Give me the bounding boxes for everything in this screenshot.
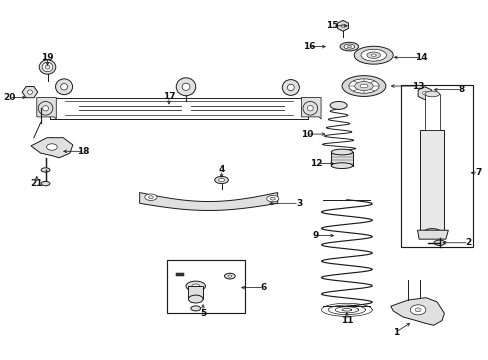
Ellipse shape (433, 240, 444, 246)
Ellipse shape (188, 295, 203, 303)
Ellipse shape (303, 102, 317, 115)
Ellipse shape (330, 163, 352, 168)
Ellipse shape (214, 176, 228, 184)
Ellipse shape (266, 195, 278, 202)
Ellipse shape (42, 62, 53, 72)
Ellipse shape (38, 102, 53, 115)
Text: 1: 1 (392, 328, 398, 337)
Text: 5: 5 (200, 309, 206, 318)
Ellipse shape (424, 91, 439, 97)
Ellipse shape (185, 281, 205, 291)
Ellipse shape (144, 194, 157, 201)
Text: 18: 18 (77, 147, 90, 156)
Polygon shape (337, 21, 348, 31)
Text: 9: 9 (311, 231, 318, 240)
Ellipse shape (46, 144, 57, 150)
Text: 20: 20 (3, 93, 16, 102)
Text: 16: 16 (302, 42, 314, 51)
Text: 21: 21 (30, 179, 43, 188)
Bar (330, 152, 352, 166)
Polygon shape (140, 193, 277, 211)
Text: 2: 2 (465, 238, 471, 247)
Polygon shape (390, 298, 444, 325)
Ellipse shape (353, 46, 392, 64)
Ellipse shape (148, 196, 153, 199)
Ellipse shape (348, 79, 378, 93)
Ellipse shape (307, 105, 313, 111)
Ellipse shape (428, 231, 435, 235)
Text: 14: 14 (414, 53, 427, 62)
Ellipse shape (61, 84, 67, 90)
Ellipse shape (190, 306, 200, 311)
Ellipse shape (287, 84, 294, 91)
Ellipse shape (27, 90, 32, 94)
Ellipse shape (366, 52, 380, 58)
Ellipse shape (409, 305, 425, 315)
Ellipse shape (41, 181, 50, 186)
Ellipse shape (360, 49, 386, 61)
Bar (167, 260, 245, 313)
Bar (176, 273, 183, 276)
Text: 17: 17 (163, 92, 175, 101)
Ellipse shape (39, 60, 56, 74)
Text: 12: 12 (310, 159, 322, 168)
Ellipse shape (359, 84, 367, 88)
Ellipse shape (346, 45, 351, 48)
Ellipse shape (343, 44, 354, 49)
Ellipse shape (182, 83, 189, 90)
Ellipse shape (191, 284, 199, 288)
Polygon shape (37, 98, 56, 119)
Ellipse shape (176, 78, 195, 96)
Ellipse shape (339, 42, 358, 51)
Ellipse shape (282, 80, 299, 95)
Ellipse shape (224, 273, 235, 279)
Ellipse shape (354, 82, 372, 90)
Ellipse shape (414, 308, 420, 312)
Polygon shape (31, 138, 73, 158)
Ellipse shape (41, 168, 50, 172)
Text: 11: 11 (340, 316, 352, 325)
Text: 3: 3 (295, 199, 302, 208)
Text: 10: 10 (300, 130, 312, 139)
Ellipse shape (340, 24, 344, 27)
Ellipse shape (370, 54, 375, 57)
Ellipse shape (341, 76, 385, 96)
Text: 19: 19 (41, 53, 54, 62)
Ellipse shape (227, 275, 231, 277)
Text: 7: 7 (474, 168, 481, 177)
Bar (419, 130, 444, 234)
Bar (424, 94, 439, 130)
Ellipse shape (45, 65, 50, 69)
Text: 15: 15 (325, 21, 338, 30)
Ellipse shape (270, 197, 275, 200)
Text: 13: 13 (411, 82, 424, 91)
Text: 4: 4 (218, 166, 224, 175)
Ellipse shape (330, 149, 352, 155)
Polygon shape (22, 86, 38, 98)
Bar (188, 286, 203, 299)
Ellipse shape (218, 179, 224, 181)
Bar (400, 85, 472, 247)
Ellipse shape (329, 102, 346, 109)
Ellipse shape (422, 229, 441, 238)
Text: 6: 6 (260, 283, 266, 292)
Polygon shape (301, 98, 321, 119)
Polygon shape (417, 230, 447, 239)
Ellipse shape (42, 105, 48, 111)
Text: 8: 8 (457, 85, 464, 94)
Ellipse shape (422, 91, 426, 95)
Ellipse shape (56, 79, 73, 95)
Polygon shape (417, 87, 431, 100)
